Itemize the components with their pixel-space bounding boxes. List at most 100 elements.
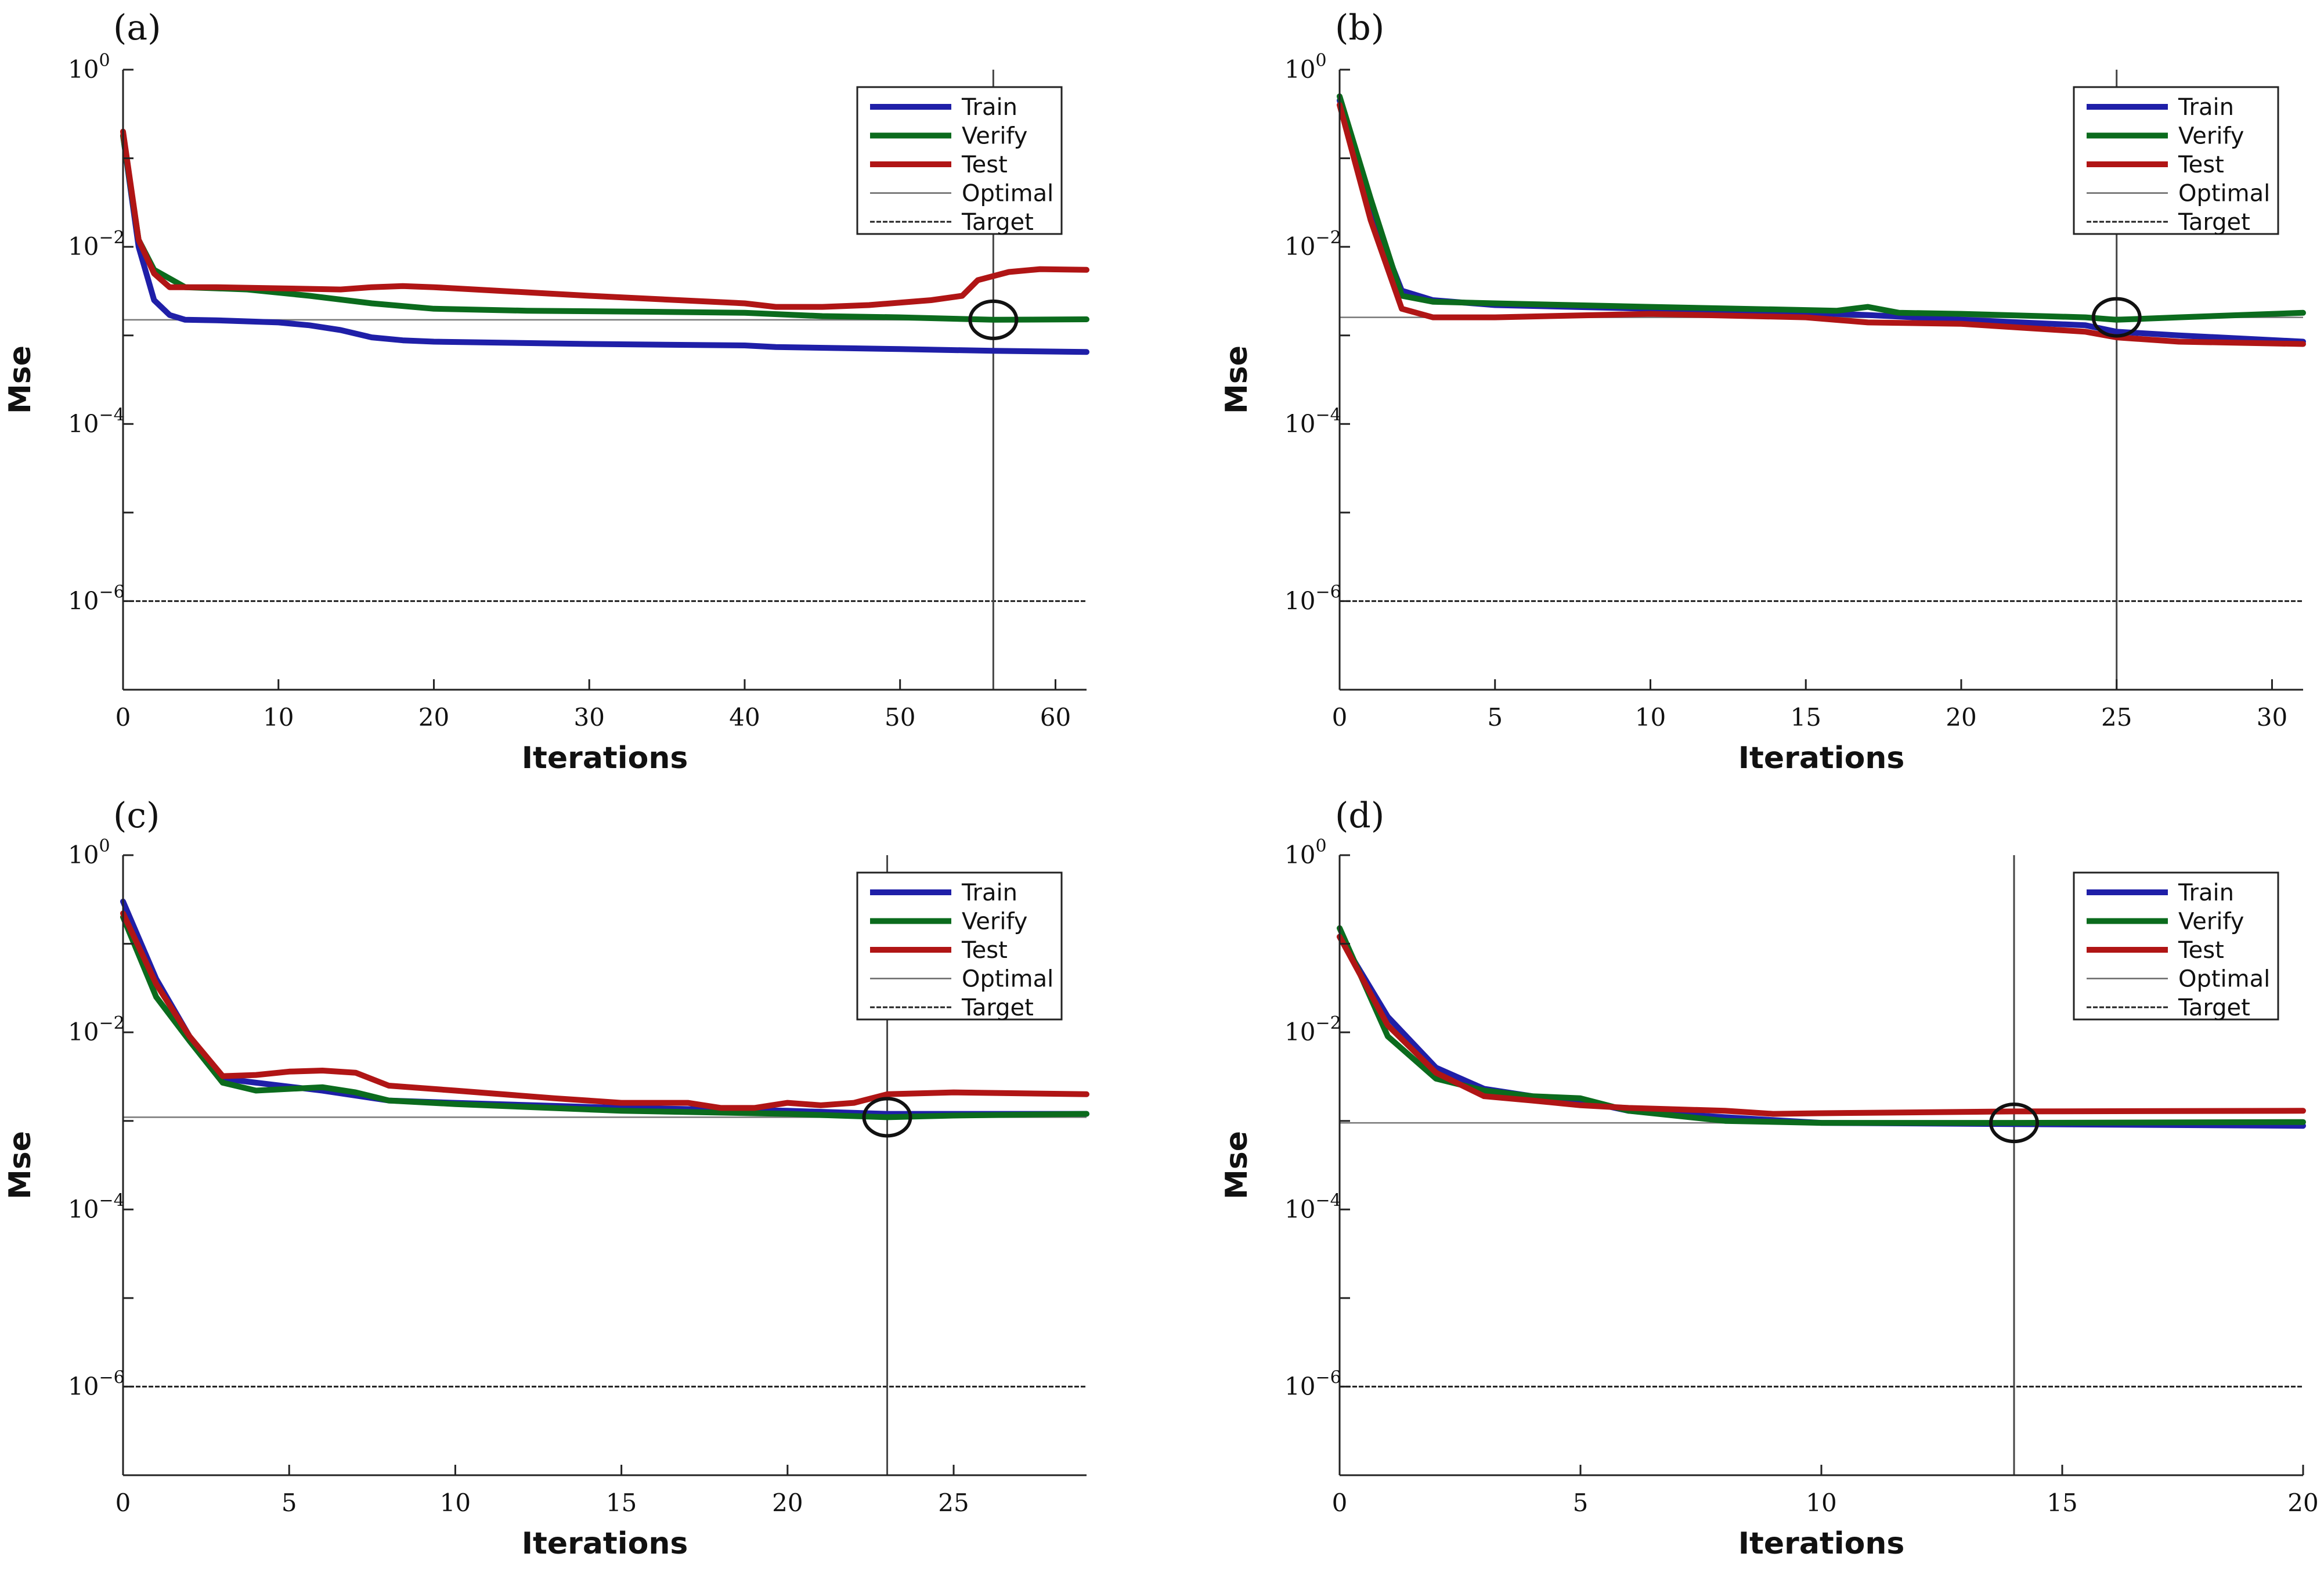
panel-d-series-verify	[1337, 925, 2306, 1126]
panel-a-legend-label-optimal: Optimal	[962, 181, 1053, 207]
panel-b-x-tick-label: 20	[1946, 703, 1976, 732]
panel-b-label: (b)	[1335, 8, 1384, 48]
panel-d-x-tick-label: 20	[2287, 1489, 2318, 1517]
panel-a-legend-label-target: Target	[961, 209, 1034, 236]
panel-c-legend-label-optimal: Optimal	[962, 966, 1053, 993]
panel-b-x-tick-label: 15	[1790, 703, 1821, 732]
panel-b-y-tick-exponent: 0	[1315, 51, 1326, 71]
panel-d: (d) 0 5 10 15 20 100 10−2 10−4 10−6 Iterations Mse T…	[1219, 795, 2319, 1561]
panel-c-y-axis-title: Mse	[3, 1131, 38, 1199]
panel-b-y-tick-exponent: −2	[1315, 228, 1341, 248]
panel-a-series-verify	[120, 132, 1089, 323]
panel-b-x-axis-title: Iterations	[1738, 741, 1905, 776]
panel-d-x-axis-title: Iterations	[1738, 1526, 1905, 1561]
panel-c-y-tick-label: 10−2	[68, 1013, 125, 1046]
panel-a-y-tick-label: 100	[68, 51, 110, 84]
panel-c-y-tick-label: 10−4	[68, 1190, 125, 1223]
panel-b-x-tick-label: 0	[1332, 703, 1348, 732]
panel-d-label: (d)	[1335, 795, 1384, 836]
panel-c-y-tick-label: 100	[68, 836, 110, 869]
panel-c-x-axis-title: Iterations	[522, 1526, 688, 1561]
panel-b-y-tick-exponent: −6	[1315, 582, 1341, 602]
panel-d-y-tick-label: 10−6	[1284, 1367, 1341, 1400]
panel-a-x-tick-label: 0	[116, 703, 131, 732]
panel-a-x-tick-label: 50	[885, 703, 915, 732]
panel-d-legend-label-optimal: Optimal	[2178, 966, 2270, 993]
panel-a-y-tick-label: 10−4	[68, 405, 125, 438]
panel-a-y-tick-label: 10−2	[68, 228, 125, 261]
panel-b-y-tick-exponent: −4	[1315, 405, 1341, 425]
panel-b-y-tick-label: 10−2	[1284, 228, 1341, 261]
panel-a-y-axis-title: Mse	[3, 345, 38, 414]
panel-a-y-tick-exponent: −4	[99, 405, 124, 425]
panel-c-y-tick-exponent: −6	[99, 1367, 124, 1388]
panel-d-series-test	[1337, 934, 2306, 1117]
panel-a-y-tick-exponent: 0	[99, 51, 110, 71]
panel-c-x-tick-label: 15	[606, 1489, 637, 1517]
panel-b: (b) 0 5 10 15 20 25 30 100 10−2 10−4 10−6 Iterations…	[1219, 8, 2306, 776]
panel-c-legend-label-test: Test	[961, 937, 1008, 964]
panel-a-legend-label-test: Test	[961, 152, 1008, 178]
panel-d-y-tick-label: 100	[1284, 836, 1327, 869]
panel-a-series-test	[120, 128, 1089, 310]
panel-d-legend-label-target: Target	[2178, 995, 2250, 1021]
panel-b-y-tick-label: 100	[1284, 51, 1327, 84]
panel-d-x-tick-label: 15	[2047, 1489, 2077, 1517]
panel-a-y-tick-label: 10−6	[68, 582, 125, 615]
panel-d-x-tick-label: 5	[1573, 1489, 1589, 1517]
panel-d-legend-label-test: Test	[2178, 937, 2224, 964]
panel-d-y-tick-label: 10−4	[1284, 1190, 1341, 1223]
panel-b-y-tick-label: 10−6	[1284, 582, 1341, 615]
panel-d-x-tick-label: 10	[1806, 1489, 1836, 1517]
panel-b-legend-label-test: Test	[2178, 152, 2224, 178]
panel-c-y-tick-exponent: −2	[99, 1013, 124, 1033]
panel-d-legend-box	[2073, 871, 2279, 1021]
panel-a-legend-label-verify: Verify	[962, 123, 1027, 150]
panel-a-x-tick-label: 20	[418, 703, 449, 732]
panel-b-legend-label-optimal: Optimal	[2178, 181, 2270, 207]
panel-a: (a)0 10 20 30 40 50 6010010−210−410−6Iteration…	[3, 8, 1089, 776]
panel-c-x-tick-label: 25	[938, 1489, 969, 1517]
panel-d-y-tick-label: 10−2	[1284, 1013, 1341, 1046]
panel-b-x-tick-label: 10	[1635, 703, 1666, 732]
panel-a-x-axis-title: Iterations	[522, 741, 688, 776]
panel-d-y-tick-exponent: 0	[1315, 836, 1326, 856]
panel-c-x-tick-label: 20	[772, 1489, 803, 1517]
panel-c-legend-label-verify: Verify	[962, 909, 1027, 935]
panel-d-y-tick-exponent: −6	[1315, 1367, 1341, 1388]
panel-a-best-point-circle	[968, 299, 1019, 340]
panel-a-y-tick-exponent: −2	[99, 228, 124, 248]
panel-a-label: (a)	[113, 8, 161, 48]
panel-d-y-axis-title: Mse	[1219, 1131, 1254, 1199]
panel-a-series-train	[120, 132, 1089, 355]
panel-c-x-tick-label: 0	[116, 1489, 131, 1517]
panel-a-legend-label-train: Train	[961, 94, 1017, 121]
panel-c-legend-label-train: Train	[961, 880, 1017, 906]
panel-d-x-tick-label: 0	[1332, 1489, 1348, 1517]
panel-c: (c)0 5 10 15 20 2510010−210−410−6IterationsMs…	[3, 795, 1089, 1561]
panel-c-x-tick-label: 10	[440, 1489, 471, 1517]
panel-d-y-tick-exponent: −4	[1315, 1190, 1341, 1210]
panel-a-x-tick-label: 10	[263, 703, 294, 732]
panel-c-best-point-circle	[862, 1097, 912, 1138]
panel-b-x-tick-label: 25	[2101, 703, 2132, 732]
panel-a-y-tick-exponent: −6	[99, 582, 124, 602]
panel-d-legend-label-train: Train	[2178, 880, 2234, 906]
panel-b-series-verify	[1337, 93, 2306, 323]
panel-b-best-point-circle	[2091, 297, 2142, 338]
panel-b-legend-box	[2073, 86, 2279, 235]
panel-b-y-axis-title: Mse	[1219, 345, 1254, 414]
panel-c-y-tick-exponent: 0	[99, 836, 110, 856]
panel-a-x-tick-label: 60	[1040, 703, 1071, 732]
panel-d-best-point-circle	[1989, 1102, 2039, 1144]
panel-b-x-tick-label: 30	[2257, 703, 2287, 732]
panel-c-label: (c)	[113, 795, 160, 836]
panel-c-legend-label-target: Target	[961, 995, 1034, 1021]
panel-a-x-tick-label: 40	[729, 703, 760, 732]
panel-b-legend-label-verify: Verify	[2178, 123, 2244, 150]
